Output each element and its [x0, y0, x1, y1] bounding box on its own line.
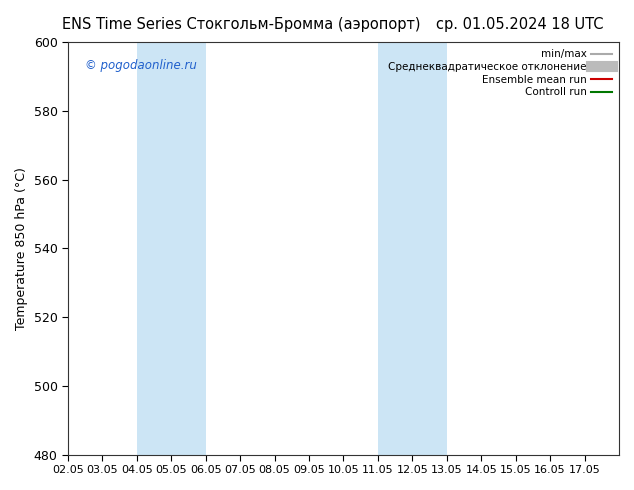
Legend: min/max, Среднеквадратическое отклонение, Ensemble mean run, Controll run: min/max, Среднеквадратическое отклонение… [386, 47, 614, 99]
Text: ENS Time Series Стокгольм-Бромма (аэропорт): ENS Time Series Стокгольм-Бромма (аэропо… [61, 17, 420, 32]
Y-axis label: Temperature 850 hPa (°C): Temperature 850 hPa (°C) [15, 167, 28, 330]
Text: © pogodaonline.ru: © pogodaonline.ru [84, 58, 197, 72]
Bar [137, 42, 205, 455]
Text: ср. 01.05.2024 18 UTC: ср. 01.05.2024 18 UTC [436, 17, 604, 32]
Bar [378, 42, 447, 455]
